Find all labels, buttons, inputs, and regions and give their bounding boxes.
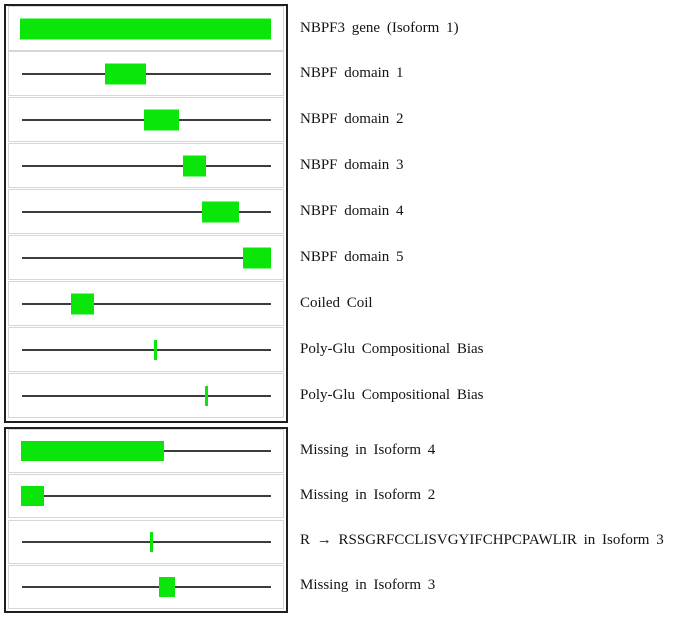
feature-row bbox=[8, 143, 284, 188]
tick-marker bbox=[205, 385, 208, 406]
sequence-line bbox=[22, 495, 271, 497]
feature-row bbox=[8, 327, 284, 372]
feature-row bbox=[8, 429, 284, 473]
sequence-line bbox=[22, 586, 271, 588]
sequence-line bbox=[22, 348, 271, 351]
sequence-line bbox=[22, 164, 271, 167]
feature-row bbox=[8, 6, 284, 51]
feature-label: Missing in Isoform 4 bbox=[300, 442, 436, 458]
feature-label: NBPF3 gene (Isoform 1) bbox=[300, 20, 459, 36]
tick-marker bbox=[150, 532, 153, 552]
feature-label: R → RSSGRFCCLISVGYIFCHPCPAWLIR in Isofor… bbox=[300, 532, 664, 548]
domain-box bbox=[71, 293, 94, 314]
domain-box bbox=[144, 109, 179, 130]
feature-label: Missing in Isoform 3 bbox=[300, 577, 436, 593]
sequence-line bbox=[22, 256, 271, 259]
feature-label: Missing in Isoform 2 bbox=[300, 487, 436, 503]
feature-label: NBPF domain 2 bbox=[300, 111, 404, 127]
sequence-line bbox=[22, 302, 271, 305]
domain-box bbox=[202, 201, 239, 222]
domain-box bbox=[183, 155, 206, 176]
sequence-line bbox=[22, 394, 271, 397]
feature-label: Coiled Coil bbox=[300, 295, 373, 311]
feature-label: NBPF domain 1 bbox=[300, 65, 404, 81]
sequence-line bbox=[22, 210, 271, 213]
feature-box-isoform1 bbox=[4, 4, 288, 423]
feature-row bbox=[8, 235, 284, 280]
tick-marker bbox=[154, 339, 157, 360]
feature-row bbox=[8, 474, 284, 518]
feature-row bbox=[8, 373, 284, 418]
gene-bar bbox=[20, 18, 271, 39]
sequence-line bbox=[22, 541, 271, 543]
domain-box bbox=[21, 441, 164, 461]
feature-box-variants bbox=[4, 427, 288, 613]
feature-row bbox=[8, 565, 284, 609]
domain-box bbox=[105, 63, 146, 84]
feature-row bbox=[8, 520, 284, 564]
feature-label: NBPF domain 5 bbox=[300, 249, 404, 265]
domain-box bbox=[159, 577, 175, 597]
feature-label: NBPF domain 3 bbox=[300, 157, 404, 173]
feature-row bbox=[8, 97, 284, 142]
domain-box bbox=[21, 486, 44, 506]
feature-label: Poly-Glu Compositional Bias bbox=[300, 387, 484, 403]
feature-label: NBPF domain 4 bbox=[300, 203, 404, 219]
feature-row bbox=[8, 281, 284, 326]
feature-row bbox=[8, 51, 284, 96]
feature-label: Poly-Glu Compositional Bias bbox=[300, 341, 484, 357]
domain-box bbox=[243, 247, 271, 268]
sequence-line bbox=[22, 72, 271, 75]
feature-row bbox=[8, 189, 284, 234]
